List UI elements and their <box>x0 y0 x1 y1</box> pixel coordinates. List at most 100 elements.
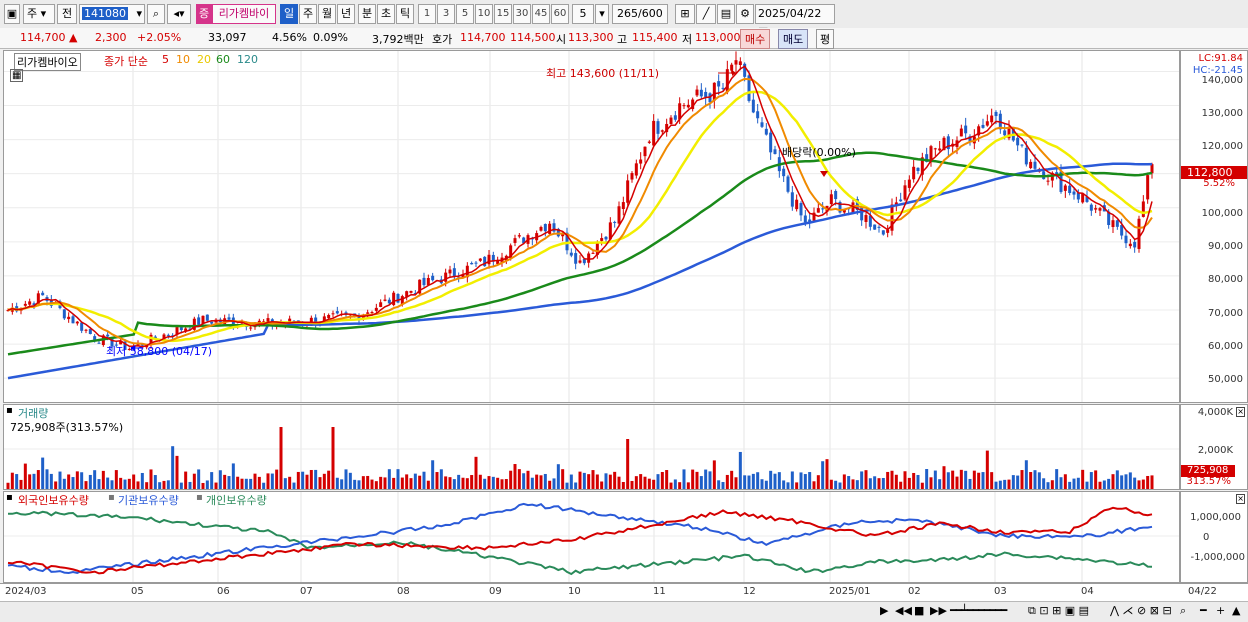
buy-button[interactable]: 매수 <box>740 29 771 49</box>
tab-year[interactable]: 년 <box>337 4 355 24</box>
volume-bar <box>418 475 422 489</box>
volume-bar <box>578 471 582 489</box>
candle-body <box>608 222 612 240</box>
candle-body <box>474 262 478 264</box>
interval-45[interactable]: 45 <box>532 4 550 24</box>
zoom-in-icon[interactable]: + <box>1216 604 1226 617</box>
rewind-icon[interactable]: ◀◀ <box>895 604 912 617</box>
price-chart[interactable]: 리가켐바이오 종가 단순 5 10 20 60 120 ▦ 최고 143,600… <box>3 50 1180 403</box>
candle-body <box>370 312 374 314</box>
eval-button[interactable]: 평 <box>816 29 835 49</box>
candle-body <box>179 327 183 331</box>
volume-bar <box>93 470 97 489</box>
stop-icon[interactable]: ■ <box>914 604 925 617</box>
volume-bar <box>621 482 625 489</box>
search-icon[interactable]: ⌕ <box>147 4 165 24</box>
candle-body <box>1076 192 1080 200</box>
candle-body <box>604 236 608 240</box>
x-label-2024-03: 2024/03 <box>5 586 47 597</box>
close-icon[interactable]: × <box>1236 407 1245 417</box>
candle-body <box>652 120 656 146</box>
candle-body <box>140 344 144 346</box>
candle-body <box>916 167 920 172</box>
interval-10[interactable]: 10 <box>475 4 493 24</box>
gear-icon[interactable]: ⚙ <box>736 4 754 24</box>
interval-15[interactable]: 15 <box>494 4 512 24</box>
interval-1[interactable]: 1 <box>418 4 436 24</box>
volume-bar <box>730 470 734 489</box>
volume-bar <box>933 470 937 489</box>
market-select[interactable]: 주 ▾ <box>23 4 55 24</box>
candle-body <box>1115 220 1119 227</box>
candle-body <box>1137 218 1141 249</box>
chevron-down-icon[interactable]: ▾ <box>595 4 609 24</box>
candle-body <box>374 307 378 311</box>
tab-second[interactable]: 초 <box>377 4 395 24</box>
candle-body <box>812 212 816 221</box>
scroll-slider[interactable]: ━━┷━━━━━━━ <box>950 604 1007 617</box>
x-label-12: 12 <box>743 586 756 597</box>
candle-body <box>175 327 179 335</box>
date-input[interactable]: 2025/04/22 ▦ <box>755 4 835 38</box>
interval-60[interactable]: 60 <box>551 4 569 24</box>
candle-body <box>725 69 729 93</box>
candle-body <box>1024 147 1028 165</box>
zoom-icon[interactable]: ⌕ <box>1180 604 1187 617</box>
market2-button[interactable]: 전 <box>57 4 77 24</box>
candle-body <box>461 275 465 278</box>
candle-body <box>730 64 734 71</box>
volume-bar <box>717 480 721 489</box>
vol-tick-4000k: 4,000K <box>1197 407 1233 418</box>
layout-icon[interactable]: ⧉ ⊡ ⊞ ▣ ▤ <box>1028 604 1090 617</box>
tab-minute[interactable]: 분 <box>358 4 376 24</box>
volume-bar <box>171 446 175 489</box>
candle-body <box>1085 196 1089 202</box>
sell-button[interactable]: 매도 <box>778 29 809 49</box>
candle-body <box>28 301 32 305</box>
volume-bar <box>452 479 456 489</box>
tab-day[interactable]: 일 <box>280 4 298 24</box>
candle-body <box>942 137 946 151</box>
individual-line <box>8 510 1153 576</box>
close-icon[interactable]: × <box>1236 494 1245 504</box>
volume-bar <box>647 478 651 489</box>
tab-tick[interactable]: 틱 <box>396 4 414 24</box>
volume-bar <box>920 482 924 489</box>
code-input[interactable]: 141080 ▾ <box>79 4 145 24</box>
count-input[interactable]: 265/600 <box>612 4 668 24</box>
candle-body <box>483 256 487 267</box>
candle-body <box>327 314 331 319</box>
candle-body <box>929 146 933 163</box>
volume-bar <box>1016 475 1020 489</box>
candle-body <box>201 315 205 324</box>
collapse-icon[interactable]: ▪ <box>6 405 13 416</box>
volume-bar <box>80 472 84 489</box>
play-icon[interactable]: ▶ <box>880 604 889 617</box>
interval-input[interactable]: 5 <box>572 4 594 24</box>
indicator-icon[interactable]: ⊞ <box>675 4 695 24</box>
window-icon[interactable]: ▣ <box>4 4 20 24</box>
holding-chart[interactable]: ▪ 외국인보유수량 ▪ 기관보유수량 ▪ 개인보유수량 <box>3 491 1180 583</box>
interval-3[interactable]: 3 <box>437 4 455 24</box>
x-axis: 2024/03 05 06 07 08 09 10 11 12 2025/01 … <box>0 583 1248 602</box>
volume-chart[interactable]: ▪ 거래량 725,908주(313.57%) <box>3 404 1180 490</box>
draw-tools-icon[interactable]: ⋀ ⋌ ⊘ ⊠ ⊟ <box>1110 604 1172 617</box>
tab-week[interactable]: 주 <box>299 4 317 24</box>
speaker-icon[interactable]: ◂▾ <box>167 4 191 24</box>
draw-tool-icon[interactable]: ╱ <box>696 4 716 24</box>
collapse-icon[interactable]: ▪ <box>6 492 13 503</box>
candle-body <box>1133 241 1137 248</box>
tab-month[interactable]: 월 <box>318 4 336 24</box>
volume-bar <box>916 474 920 489</box>
zoom-out-icon[interactable]: ━ <box>1200 604 1207 617</box>
interval-30[interactable]: 30 <box>513 4 531 24</box>
candle-body <box>166 334 170 336</box>
interval-5[interactable]: 5 <box>456 4 474 24</box>
grid-icon[interactable]: ▦ <box>10 69 24 82</box>
save-icon[interactable]: ▤ <box>717 4 735 24</box>
x-label-02: 02 <box>908 586 921 597</box>
forward-icon[interactable]: ▶▶ <box>930 604 947 617</box>
candle-body <box>773 149 777 155</box>
arrow-up-icon[interactable]: ▲ <box>1232 604 1241 617</box>
volume-bar <box>257 476 261 489</box>
